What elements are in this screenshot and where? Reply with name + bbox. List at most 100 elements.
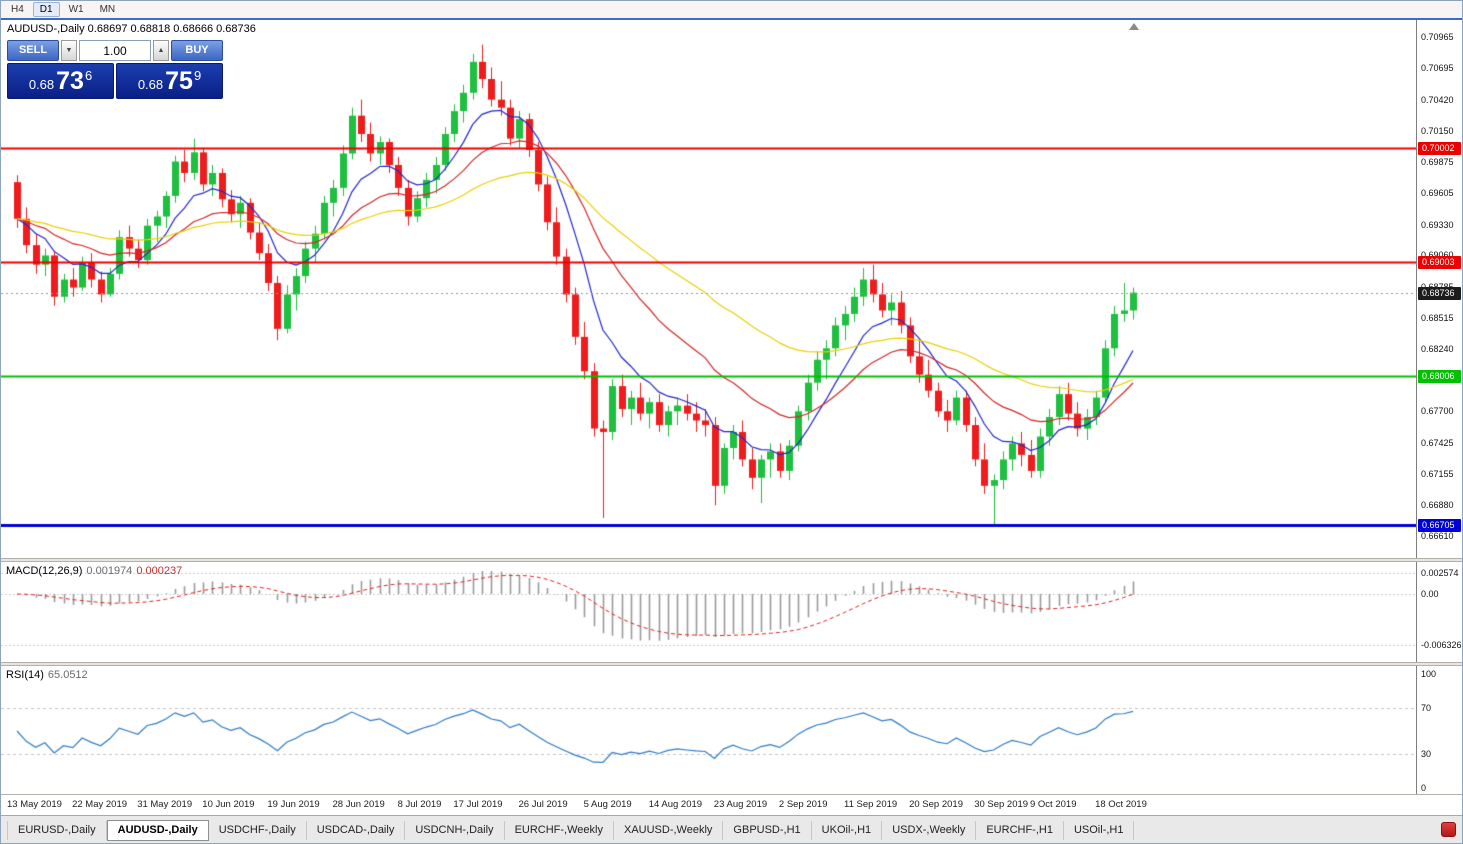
price-level-tag: 0.68736 [1418, 286, 1461, 300]
buy-price-big-digits: 75 [165, 67, 193, 95]
price-level-tag: 0.68006 [1418, 370, 1461, 384]
price-tick: 0.70150 [1421, 125, 1454, 136]
tab-usdcad-daily[interactable]: USDCAD-,Daily [307, 821, 406, 840]
macd-indicator-label: MACD(12,26,9) 0.001974 0.000237 [6, 565, 182, 577]
buy-price-prefix: 0.68 [137, 77, 164, 92]
buy-button[interactable]: BUY [171, 40, 223, 61]
date-axis-label: 17 Jul 2019 [453, 799, 503, 810]
macd-axis[interactable]: 0.002574 0.00 -0.006326 [1416, 562, 1462, 662]
macd-tick: -0.006326 [1421, 639, 1462, 650]
tab-eurusd-daily[interactable]: EURUSD-,Daily [7, 821, 107, 840]
one-click-trading-panel: SELL ▼ ▲ BUY 0.68 73 6 0.68 75 [7, 40, 223, 99]
pane-splitter[interactable] [1, 662, 1462, 666]
sell-price-display[interactable]: 0.68 73 6 [7, 63, 114, 99]
price-tick: 0.67155 [1421, 468, 1454, 479]
date-axis-label: 23 Aug 2019 [713, 799, 768, 810]
date-axis-label: 26 Jul 2019 [518, 799, 568, 810]
pane-splitter[interactable] [1, 558, 1462, 562]
price-tick: 0.68515 [1421, 312, 1454, 323]
tab-xauusd-weekly[interactable]: XAUUSD-,Weekly [614, 821, 724, 840]
volume-input[interactable] [79, 40, 151, 61]
date-axis-label: 18 Oct 2019 [1095, 799, 1147, 810]
tab-eurchf-weekly[interactable]: EURCHF-,Weekly [505, 821, 614, 840]
chart-window: AUDUSD-,Daily 0.68697 0.68818 0.68666 0.… [1, 18, 1462, 815]
rsi-value: 65.0512 [47, 669, 88, 681]
rsi-axis[interactable]: 100 70 30 0 [1416, 666, 1462, 794]
main-price-axis[interactable]: 0.70965 0.70695 0.70420 0.70150 0.69875 0.696… [1416, 20, 1462, 558]
macd-tick: 0.00 [1421, 589, 1439, 599]
date-axis-label: 31 May 2019 [137, 799, 193, 810]
sell-price-big-digits: 73 [56, 67, 84, 95]
period-toolbar: H4 D1 W1 MN [1, 1, 1462, 19]
price-tick: 0.70965 [1421, 32, 1454, 43]
price-level-tag: 0.70002 [1418, 141, 1461, 155]
rsi-tick: 0 [1421, 783, 1427, 793]
app-logo-icon [1441, 822, 1456, 837]
sell-price-prefix: 0.68 [28, 77, 55, 92]
window-focus-border [1, 18, 1462, 20]
date-axis-label: 19 Jun 2019 [267, 799, 320, 810]
price-tick: 0.70695 [1421, 63, 1454, 74]
date-axis-label: 14 Aug 2019 [648, 799, 703, 810]
date-axis-label: 9 Oct 2019 [1030, 799, 1077, 810]
macd-signal-value: 0.000237 [136, 565, 183, 577]
buy-price-pip-digit: 9 [193, 68, 202, 83]
chart-ohlc-title: AUDUSD-,Daily 0.68697 0.68818 0.68666 0.… [7, 23, 256, 35]
tab-gbpusd-h1[interactable]: GBPUSD-,H1 [723, 821, 812, 840]
sell-price-pip-digit: 6 [84, 68, 93, 83]
price-tick: 0.70420 [1421, 94, 1454, 105]
chevron-down-icon: ▼ [65, 47, 73, 54]
price-tick: 0.67425 [1421, 437, 1454, 448]
tab-usdx-weekly[interactable]: USDX-,Weekly [882, 821, 977, 840]
price-tick: 0.67700 [1421, 406, 1454, 417]
rsi-name: RSI(14) [6, 669, 44, 681]
main-chart-canvas[interactable] [1, 20, 1419, 558]
period-button-w1[interactable]: W1 [68, 4, 84, 15]
price-tick: 0.66880 [1421, 500, 1454, 511]
date-axis[interactable]: 13 May 2019 22 May 2019 31 May 2019 10 Jun … [1, 795, 1462, 815]
price-tick: 0.68240 [1421, 344, 1454, 355]
date-axis-label: 20 Sep 2019 [909, 799, 963, 810]
macd-indicator-canvas[interactable] [1, 562, 1419, 662]
volume-decrease-button[interactable]: ▼ [61, 40, 77, 61]
rsi-indicator-canvas[interactable] [1, 666, 1419, 794]
date-axis-label: 28 Jun 2019 [332, 799, 385, 810]
period-button-d1[interactable]: D1 [32, 2, 60, 17]
sell-button[interactable]: SELL [7, 40, 59, 61]
tab-usdchf-daily[interactable]: USDCHF-,Daily [209, 821, 307, 840]
rsi-tick: 30 [1421, 748, 1432, 759]
tab-ukoil-h1[interactable]: UKOil-,H1 [812, 821, 883, 840]
rsi-tick: 100 [1421, 669, 1437, 679]
macd-tick: 0.002574 [1421, 568, 1459, 579]
date-axis-label: 2 Sep 2019 [778, 799, 828, 810]
date-axis-label: 10 Jun 2019 [202, 799, 255, 810]
price-level-tag: 0.66705 [1418, 519, 1461, 533]
price-tick: 0.69875 [1421, 157, 1454, 168]
period-button-mn[interactable]: MN [99, 4, 116, 15]
date-axis-label: 13 May 2019 [7, 799, 62, 810]
price-tick: 0.69060 [1421, 250, 1454, 260]
rsi-indicator-label: RSI(14) 65.0512 [6, 669, 88, 681]
date-axis-label: 5 Aug 2019 [583, 799, 632, 810]
date-axis-label: 11 Sep 2019 [844, 799, 898, 810]
date-axis-label: 8 Jul 2019 [397, 799, 442, 810]
chevron-up-icon: ▲ [157, 47, 165, 54]
tab-audusd-daily[interactable]: AUDUSD-,Daily [106, 820, 209, 841]
price-tick: 0.66610 [1421, 531, 1454, 542]
tab-usdcnh-daily[interactable]: USDCNH-,Daily [405, 821, 505, 840]
volume-increase-button[interactable]: ▲ [153, 40, 169, 61]
date-axis-label: 30 Sep 2019 [974, 799, 1029, 810]
chart-shift-marker-icon[interactable] [1129, 23, 1139, 30]
tab-eurchf-h1[interactable]: EURCHF-,H1 [976, 821, 1064, 840]
price-tick: 0.69330 [1421, 219, 1454, 230]
buy-price-display[interactable]: 0.68 75 9 [116, 63, 223, 99]
price-tick: 0.69605 [1421, 188, 1454, 199]
date-axis-label: 22 May 2019 [72, 799, 128, 810]
date-axis-divider [1, 794, 1462, 795]
tab-usoil-h1[interactable]: USOil-,H1 [1064, 821, 1135, 840]
rsi-tick: 70 [1421, 703, 1432, 714]
price-level-tag: 0.69003 [1418, 256, 1461, 269]
period-button-h4[interactable]: H4 [11, 4, 24, 15]
chart-tab-bar: EURUSD-,Daily AUDUSD-,Daily USDCHF-,Daily U… [1, 815, 1462, 843]
macd-name: MACD(12,26,9) [6, 565, 83, 577]
